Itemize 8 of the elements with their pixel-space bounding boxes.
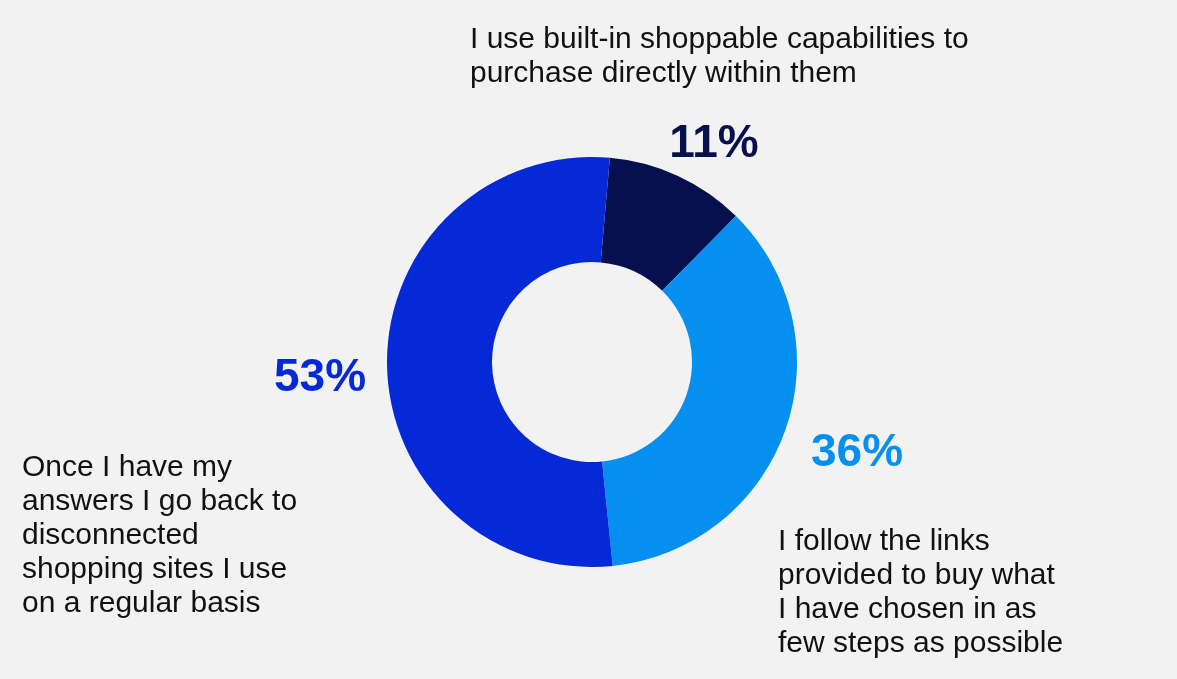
slice-label: I follow the links provided to buy what I have chosen in as few steps as possible xyxy=(778,523,1064,658)
donut-slice xyxy=(600,157,736,291)
donut-slice xyxy=(387,157,613,567)
data-label: 11% xyxy=(669,115,759,167)
data-label: 53% xyxy=(273,349,367,401)
slice-label: I use built-in shoppable capabilities to purchase directly within them xyxy=(470,21,969,88)
slice-label: Once I have my answers I go back to disconnected shopping sites I use on a regular basis xyxy=(22,449,298,618)
data-label: 36% xyxy=(810,424,904,476)
